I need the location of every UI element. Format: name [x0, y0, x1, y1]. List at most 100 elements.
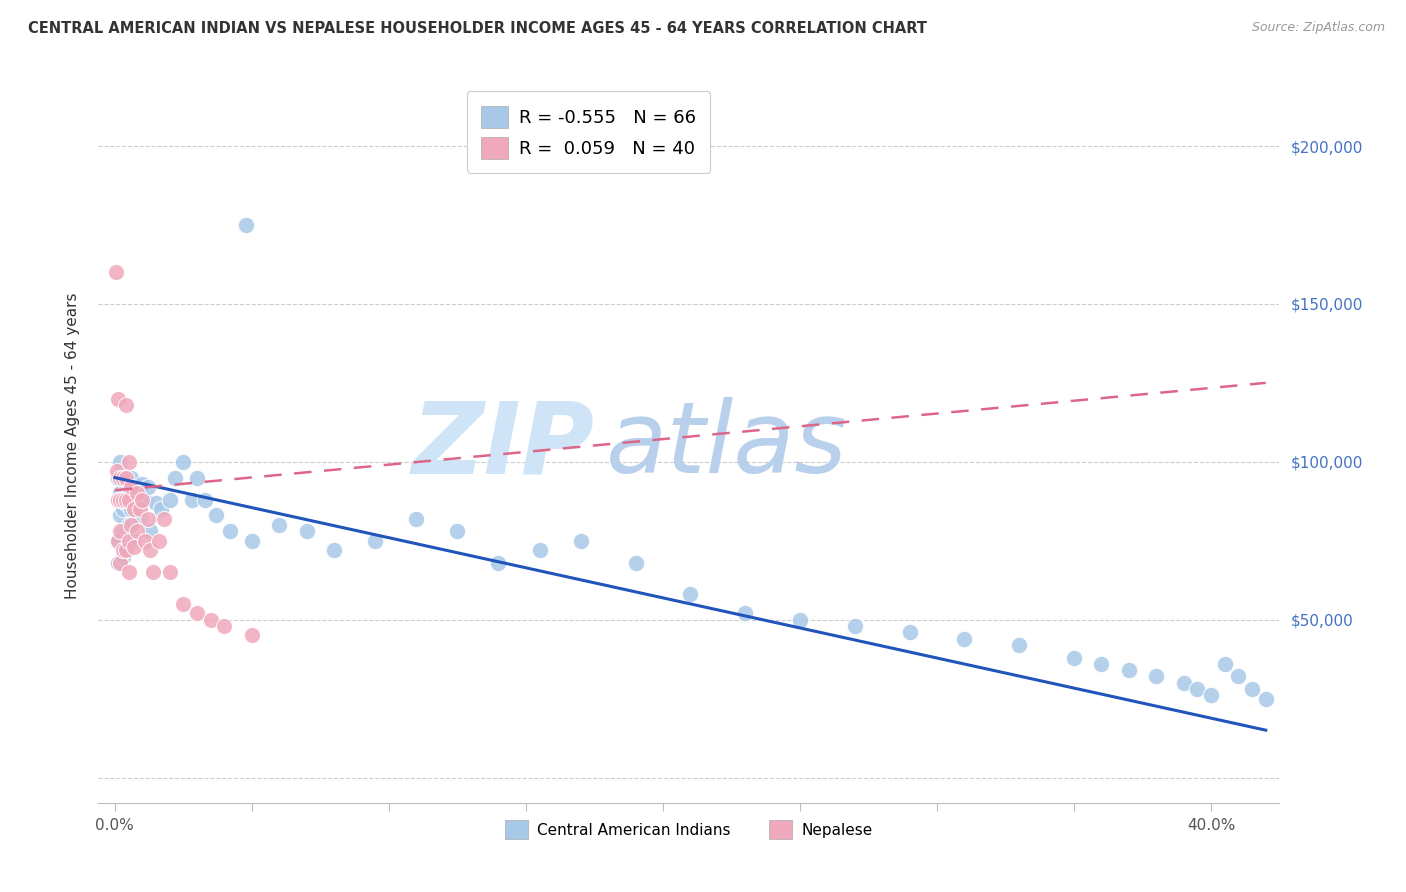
Point [139, 543, 162, 558]
Point [898, 625, 921, 640]
Point [131, 492, 153, 507]
Point [488, 556, 510, 570]
Point [114, 476, 136, 491]
Point [120, 480, 142, 494]
Text: CENTRAL AMERICAN INDIAN VS NEPALESE HOUSEHOLDER INCOME AGES 45 - 64 YEARS CORREL: CENTRAL AMERICAN INDIAN VS NEPALESE HOUS… [28, 21, 927, 36]
Text: ZIP: ZIP [412, 398, 595, 494]
Point [159, 566, 181, 580]
Point [1187, 682, 1209, 697]
Point [110, 508, 132, 523]
Point [114, 470, 136, 484]
Point [1173, 675, 1195, 690]
Y-axis label: Householder Income Ages 45 - 64 years: Householder Income Ages 45 - 64 years [65, 293, 80, 599]
Point [117, 480, 139, 494]
Point [122, 533, 145, 548]
Point [405, 511, 427, 525]
Point [107, 392, 129, 406]
Point [110, 556, 132, 570]
Point [128, 502, 150, 516]
Point [186, 470, 208, 484]
Point [110, 486, 132, 500]
Point [107, 556, 129, 570]
Point [112, 524, 135, 539]
Point [110, 524, 132, 539]
Point [120, 517, 142, 532]
Point [125, 492, 148, 507]
Point [122, 486, 145, 500]
Point [240, 533, 263, 548]
Point [122, 502, 145, 516]
Point [214, 619, 236, 633]
Point [122, 540, 145, 554]
Point [624, 556, 647, 570]
Point [165, 470, 187, 484]
Point [117, 455, 139, 469]
Point [529, 543, 551, 558]
Point [323, 543, 346, 558]
Point [105, 265, 128, 279]
Point [131, 476, 153, 491]
Point [128, 511, 150, 525]
Point [569, 533, 592, 548]
Point [844, 619, 866, 633]
Point [114, 492, 136, 507]
Point [110, 470, 132, 484]
Point [117, 566, 139, 580]
Point [112, 470, 135, 484]
Point [134, 492, 156, 507]
Point [295, 524, 318, 539]
Point [205, 508, 228, 523]
Point [105, 464, 128, 478]
Point [117, 492, 139, 507]
Point [112, 492, 135, 507]
Point [219, 524, 242, 539]
Point [125, 524, 148, 539]
Point [789, 613, 811, 627]
Point [679, 587, 702, 601]
Point [269, 517, 291, 532]
Point [136, 480, 159, 494]
Point [446, 524, 468, 539]
Point [142, 566, 165, 580]
Point [107, 533, 129, 548]
Point [1118, 663, 1140, 677]
Point [150, 502, 173, 516]
Point [112, 543, 135, 558]
Point [117, 517, 139, 532]
Point [364, 533, 387, 548]
Point [114, 543, 136, 558]
Point [145, 496, 167, 510]
Point [117, 533, 139, 548]
Point [235, 218, 257, 232]
Point [1199, 689, 1222, 703]
Point [159, 492, 181, 507]
Point [120, 502, 142, 516]
Point [112, 470, 135, 484]
Point [1213, 657, 1236, 671]
Text: atlas: atlas [606, 398, 848, 494]
Point [1254, 691, 1277, 706]
Legend: Central American Indians, Nepalese: Central American Indians, Nepalese [499, 814, 879, 845]
Point [1144, 669, 1167, 683]
Point [114, 496, 136, 510]
Point [107, 470, 129, 484]
Point [112, 549, 135, 564]
Point [136, 511, 159, 525]
Point [134, 533, 156, 548]
Point [107, 533, 129, 548]
Point [200, 613, 222, 627]
Point [110, 455, 132, 469]
Point [172, 597, 194, 611]
Point [1063, 650, 1085, 665]
Point [139, 524, 162, 539]
Text: Source: ZipAtlas.com: Source: ZipAtlas.com [1251, 21, 1385, 34]
Point [194, 492, 217, 507]
Point [120, 470, 142, 484]
Point [172, 455, 194, 469]
Point [180, 492, 202, 507]
Point [125, 486, 148, 500]
Point [114, 398, 136, 412]
Point [953, 632, 976, 646]
Point [1090, 657, 1112, 671]
Point [1227, 669, 1250, 683]
